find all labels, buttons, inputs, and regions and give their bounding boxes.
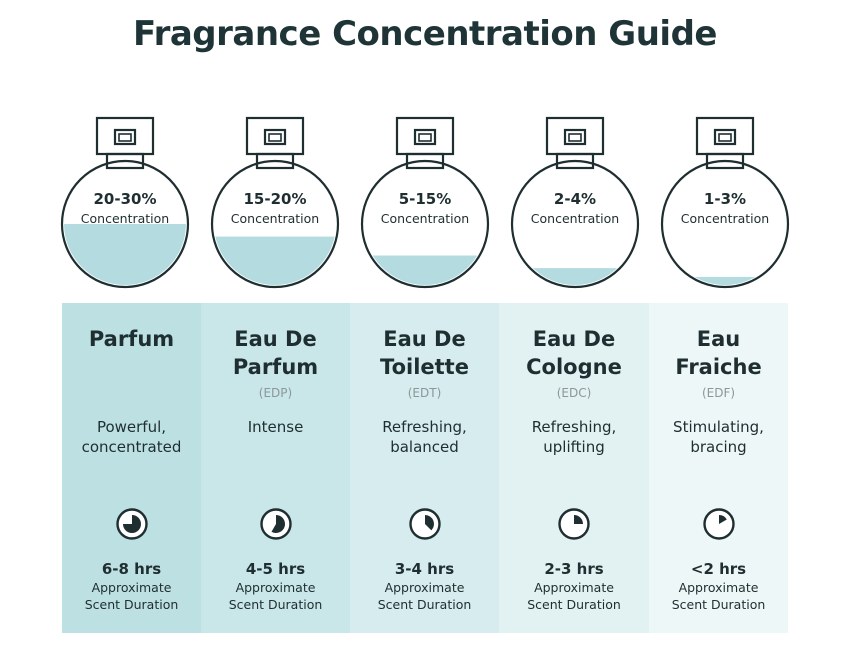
- fragrance-abbreviation: (EDF): [701, 386, 736, 400]
- fragrance-columns: Parfum Powerful, concentrated 6-8 hrs Approx…: [62, 303, 788, 633]
- scent-duration-label: Approximate Scent Duration: [62, 579, 201, 613]
- fragrance-name-line: Toilette: [380, 355, 469, 379]
- concentration-label: Concentration: [380, 211, 470, 226]
- fragrance-name: Eau De Parfum: [201, 325, 350, 381]
- fragrance-description: Powerful, concentrated: [62, 417, 201, 457]
- scent-duration-value: <2 hrs: [690, 560, 747, 578]
- bottles-row: 20-30% Concentration 15-20% Concentration 5-…: [0, 110, 850, 290]
- fragrance-name-line: Parfum: [88, 327, 175, 351]
- liquid-fill: [64, 224, 186, 285]
- duration-label-line: Approximate: [678, 580, 759, 595]
- scent-duration-label: Approximate Scent Duration: [350, 579, 499, 613]
- fragrance-description: Stimulating, bracing: [649, 417, 788, 457]
- fragrance-name-line: Fraiche: [675, 355, 762, 379]
- description-line: concentrated: [81, 438, 182, 456]
- scent-duration-value: 3-4 hrs: [394, 560, 455, 578]
- fragrance-name: Eau De Toilette: [350, 325, 499, 381]
- description-line: Stimulating,: [673, 418, 764, 436]
- duration-label-line: Approximate: [384, 580, 465, 595]
- fragrance-column-2: Eau De Toilette (EDT) Refreshing, balanced 3-…: [350, 303, 499, 633]
- bottle-3: 2-4% Concentration: [505, 110, 645, 290]
- fragrance-abbreviation: (EDC): [556, 386, 592, 400]
- description-line: uplifting: [543, 438, 605, 456]
- page-title: Fragrance Concentration Guide: [133, 14, 717, 54]
- scent-duration-value: 4-5 hrs: [245, 560, 306, 578]
- bottle-0: 20-30% Concentration: [55, 110, 195, 290]
- fragrance-description: Refreshing, uplifting: [499, 417, 649, 457]
- concentration-value: 5-15%: [398, 190, 452, 208]
- bottle-1: 15-20% Concentration: [205, 110, 345, 290]
- clock-icon: [259, 508, 292, 540]
- bottle-4: 1-3% Concentration: [655, 110, 795, 290]
- fragrance-name-line: Eau De: [234, 327, 317, 351]
- duration-label-line: Approximate: [91, 580, 172, 595]
- description-line: bracing: [690, 438, 747, 456]
- duration-label-line: Scent Duration: [377, 597, 472, 612]
- clock-icon: [408, 508, 441, 540]
- duration-label-line: Scent Duration: [527, 597, 621, 612]
- description-line: Refreshing,: [382, 418, 467, 436]
- fragrance-column-0: Parfum Powerful, concentrated 6-8 hrs Approx…: [62, 303, 201, 633]
- fragrance-description: Intense: [201, 417, 350, 437]
- description-line: Powerful,: [96, 418, 167, 436]
- fragrance-column-1: Eau De Parfum (EDP) Intense 4-5 hrs Approxima…: [201, 303, 350, 633]
- fragrance-description: Refreshing, balanced: [350, 417, 499, 457]
- bottle-icon: [210, 116, 340, 289]
- fragrance-name: Eau De Cologne: [499, 325, 649, 381]
- fragrance-name-line: Parfum: [232, 355, 319, 379]
- duration-label-line: Scent Duration: [84, 597, 179, 612]
- fragrance-name-line: Eau De: [383, 327, 466, 351]
- scent-duration-value: 2-3 hrs: [544, 560, 604, 578]
- concentration-value: 20-30%: [93, 190, 157, 208]
- fragrance-name-line: Eau: [696, 327, 741, 351]
- scent-duration-label: Approximate Scent Duration: [201, 579, 350, 613]
- scent-duration-label: Approximate Scent Duration: [499, 579, 649, 613]
- clock-icon: [115, 508, 148, 540]
- fragrance-name: Parfum: [62, 325, 201, 353]
- duration-label-line: Approximate: [534, 580, 614, 595]
- bottle-icon: [360, 116, 490, 289]
- liquid-fill: [664, 276, 786, 285]
- description-line: balanced: [390, 438, 459, 456]
- concentration-value: 15-20%: [243, 190, 307, 208]
- bottle-icon: [510, 116, 640, 289]
- bottle-icon: [60, 116, 190, 289]
- liquid-fill: [364, 255, 486, 285]
- duration-label-line: Scent Duration: [228, 597, 323, 612]
- concentration-label: Concentration: [530, 211, 620, 226]
- scent-duration-label: Approximate Scent Duration: [649, 579, 788, 613]
- duration-label-line: Scent Duration: [671, 597, 766, 612]
- fragrance-abbreviation: (EDP): [258, 386, 293, 400]
- fragrance-name: Eau Fraiche: [649, 325, 788, 381]
- concentration-value: 1-3%: [703, 190, 747, 208]
- fragrance-abbreviation: (EDT): [407, 386, 442, 400]
- duration-label-line: Approximate: [235, 580, 316, 595]
- fragrance-column-3: Eau De Cologne (EDC) Refreshing, uplifting 2-…: [499, 303, 649, 633]
- concentration-label: Concentration: [230, 211, 320, 226]
- description-line: Refreshing,: [531, 418, 617, 436]
- fragrance-name-line: Cologne: [526, 355, 622, 379]
- concentration-label: Concentration: [680, 211, 770, 226]
- scent-duration-value: 6-8 hrs: [101, 560, 162, 578]
- description-line: Intense: [247, 418, 304, 436]
- clock-icon: [558, 508, 590, 540]
- fragrance-name-line: Eau De: [532, 327, 616, 351]
- fragrance-column-4: Eau Fraiche (EDF) Stimulating, bracing <2 hrs…: [649, 303, 788, 633]
- clock-icon: [702, 508, 735, 540]
- concentration-value: 2-4%: [553, 190, 597, 208]
- bottle-2: 5-15% Concentration: [355, 110, 495, 290]
- concentration-label: Concentration: [80, 211, 170, 226]
- bottle-icon: [660, 116, 790, 289]
